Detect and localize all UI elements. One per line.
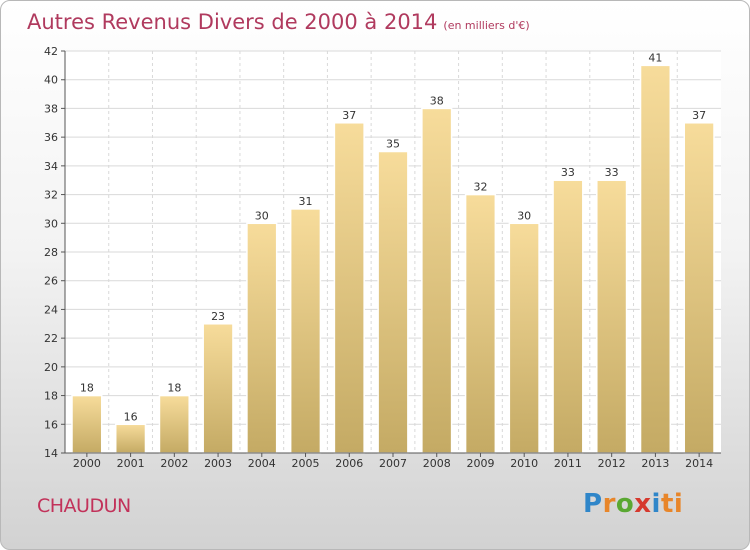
y-tick-label: 20 [44,361,58,374]
x-tick-label: 2002 [160,457,188,470]
y-tick-label: 26 [44,275,58,288]
data-label: 31 [299,195,313,208]
bar [464,193,497,454]
x-tick-label: 2011 [554,457,582,470]
logo-letter: x [634,489,652,519]
data-label: 38 [430,94,444,107]
logo-letter: P [583,489,603,519]
x-tick-label: 2010 [510,457,538,470]
data-label: 35 [386,138,400,151]
x-tick-label: 2004 [248,457,276,470]
logo-letter: ti [660,489,684,519]
bar [114,423,147,454]
x-tick-label: 2001 [117,457,145,470]
y-tick-label: 30 [44,217,58,230]
proxiti-logo: Proxiti [583,489,683,519]
data-label: 32 [473,181,487,194]
data-label: 37 [342,109,356,122]
x-tick-label: 2005 [292,457,320,470]
y-tick-label: 42 [44,45,58,58]
data-label: 18 [80,382,94,395]
bar [377,150,409,454]
y-tick-label: 34 [44,160,58,173]
bar [158,394,190,454]
bar [596,179,628,454]
x-tick-label: 2000 [73,457,101,470]
data-label: 30 [517,209,531,222]
bar [639,64,672,454]
x-tick-label: 2013 [641,457,669,470]
y-tick-label: 22 [44,332,58,345]
bar [202,323,234,454]
bar [683,122,715,454]
data-label: 30 [255,209,269,222]
data-label: 33 [561,166,575,179]
y-tick-label: 18 [44,390,58,403]
x-tick-label: 2012 [598,457,626,470]
y-tick-label: 16 [44,418,58,431]
y-tick-label: 32 [44,189,58,202]
y-tick-label: 28 [44,246,58,259]
bar [333,122,365,454]
logo-letter: i [651,489,661,519]
x-tick-label: 2014 [685,457,713,470]
bar [246,222,278,454]
y-tick-label: 40 [44,74,58,87]
chart-title: Autres Revenus Divers de 2000 à 2014 (en … [27,10,530,34]
bar [421,107,453,454]
data-label: 37 [692,109,706,122]
axes: 14 16 18 20 22 24 26 28 30 32 34 36 38 40 42 2000 2001 20… [44,45,721,470]
x-tick-label: 2007 [379,457,407,470]
data-label: 33 [605,166,619,179]
y-tick-label: 38 [44,102,58,115]
data-label: 41 [648,51,662,64]
data-label: 18 [167,382,181,395]
bar [71,394,103,454]
y-tick-label: 14 [44,447,58,460]
bar [289,208,322,454]
data-label: 23 [211,310,225,323]
chart-title-text: Autres Revenus Divers de 2000 à 2014 [27,10,438,34]
x-tick-label: 2003 [204,457,232,470]
data-label: 16 [124,410,138,423]
commune-name: CHAUDUN [37,495,131,517]
logo-letter: o [615,489,635,519]
y-tick-label: 36 [44,131,58,144]
y-tick-label: 24 [44,303,58,316]
chart-subtitle: (en milliers d'€) [443,19,530,32]
bar [508,222,540,454]
x-tick-label: 2008 [423,457,451,470]
x-tick-label: 2009 [466,457,494,470]
bar [552,179,584,454]
logo-letter: r [602,489,616,519]
bars: 18 16 18 23 30 31 37 35 38 32 30 33 33 41 37 [71,51,715,454]
x-tick-label: 2006 [335,457,363,470]
